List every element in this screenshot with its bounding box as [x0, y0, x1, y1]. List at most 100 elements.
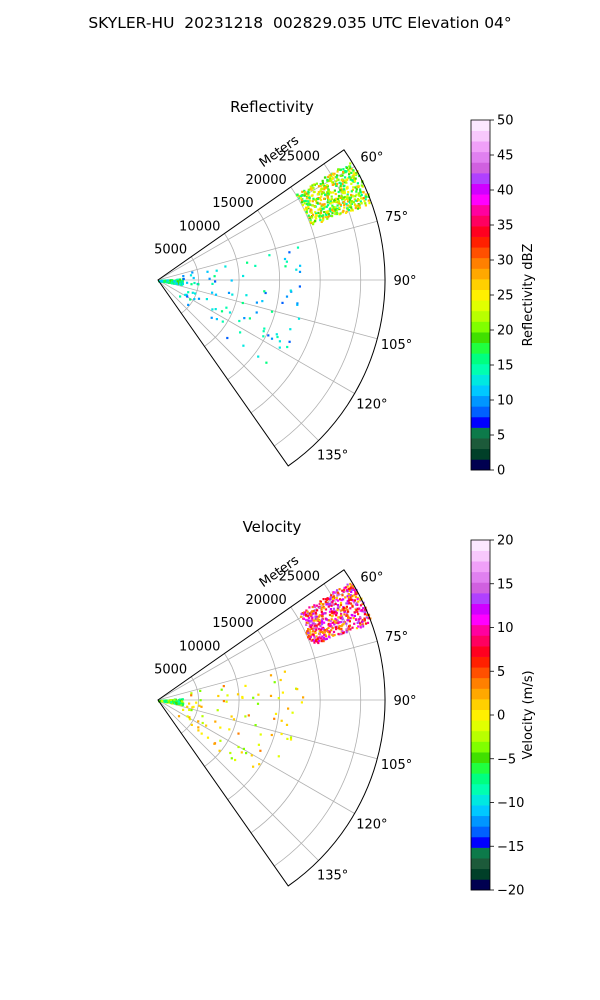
echo-gate [350, 171, 353, 174]
echo-gate [339, 196, 343, 199]
echo-gate [315, 182, 318, 185]
echo-gate [318, 606, 321, 609]
echo-gate [308, 638, 311, 641]
echo-gate [300, 201, 304, 204]
echo-gate [354, 593, 357, 596]
echo-gate [326, 178, 329, 181]
echo-gate [340, 190, 343, 193]
echo-gate [335, 596, 338, 600]
echo-gate [313, 605, 317, 608]
echo-gate [325, 598, 328, 601]
echo-gate [197, 726, 200, 729]
azimuth-gridline [157, 640, 378, 701]
echo-gate [347, 593, 350, 596]
echo-gate [348, 624, 351, 627]
echo-gate [314, 623, 317, 626]
echo-gate [241, 301, 244, 305]
colorbar-swatch [471, 321, 490, 333]
echo-gate [328, 214, 331, 218]
echo-gate [305, 623, 308, 626]
echo-gate [360, 609, 364, 612]
echo-gate [353, 588, 356, 591]
echo-gate [327, 635, 330, 638]
echo-gate [346, 614, 349, 617]
echo-gate [359, 616, 362, 619]
echo-gate [231, 293, 234, 296]
range-ring [204, 653, 240, 767]
echo-gate [323, 607, 326, 610]
echo-gate [308, 217, 311, 220]
echo-gate [345, 589, 348, 592]
echo-gate [347, 208, 351, 212]
echo-gate [187, 291, 190, 294]
range-tick-label: 20000 [245, 173, 286, 188]
echo-gate [346, 612, 349, 615]
echo-gate [240, 751, 243, 754]
echo-gate [357, 204, 360, 207]
echo-gate [351, 188, 354, 191]
echo-gate [299, 264, 302, 267]
echo-gate [319, 198, 323, 202]
echo-gate [328, 630, 331, 633]
echo-gate [356, 610, 359, 613]
echo-gate [356, 608, 360, 611]
echo-gate [343, 206, 346, 209]
echo-gate [319, 211, 323, 214]
echo-gate [329, 210, 332, 213]
echo-gate [280, 719, 283, 722]
echo-gate [325, 205, 328, 208]
colorbar-swatch [471, 385, 490, 397]
echo-gate [326, 195, 329, 198]
echo-gate [329, 623, 332, 626]
echo-gate [344, 607, 347, 610]
echo-gate [339, 598, 342, 601]
echo-gate [333, 612, 336, 615]
azimuth-gridline [157, 586, 355, 701]
echo-gate [220, 310, 224, 313]
echo-gate [339, 212, 342, 215]
echo-gate [262, 330, 265, 333]
echo-gate [213, 742, 216, 745]
echo-gate [357, 194, 361, 197]
colorbar-tick-label: 30 [497, 254, 514, 269]
colorbar-swatch [471, 667, 490, 679]
echo-gate [322, 636, 326, 639]
echo-gate [324, 193, 327, 196]
echo-gate [352, 186, 355, 189]
echo-gate [351, 195, 354, 198]
echo-gate [237, 732, 240, 735]
echo-gate [310, 611, 313, 614]
colorbar-swatch [471, 540, 490, 551]
echo-gate [220, 688, 223, 691]
echo-gate [311, 222, 315, 225]
azimuth-gridline [157, 699, 319, 861]
echo-gate [310, 186, 313, 189]
colorbar-swatch [471, 247, 490, 259]
echo-gate [312, 639, 315, 642]
echo-gate [367, 199, 370, 202]
range-ring [227, 630, 280, 800]
colorbar-tick-label: 35 [497, 219, 514, 234]
echo-gate [330, 181, 334, 184]
echo-gate [300, 198, 303, 201]
echo-gate [328, 174, 331, 177]
echo-gate [305, 203, 308, 206]
echo-gate [354, 206, 357, 210]
echo-gate [360, 193, 363, 197]
echo-gate [347, 619, 350, 622]
echo-gate [329, 179, 333, 182]
echo-gate [176, 278, 180, 281]
echo-gate [300, 194, 303, 197]
colorbar-swatch [471, 593, 490, 604]
echo-gate [314, 211, 317, 214]
echo-gate [363, 613, 366, 616]
echo-gate [321, 179, 324, 182]
echo-gate [307, 200, 310, 203]
echo-gate [327, 213, 330, 216]
echo-gate [176, 280, 179, 283]
echo-gate [320, 628, 323, 631]
echo-gate [296, 688, 299, 691]
echo-gate [341, 180, 344, 183]
echo-gate [348, 200, 351, 204]
echo-gate [358, 607, 361, 610]
